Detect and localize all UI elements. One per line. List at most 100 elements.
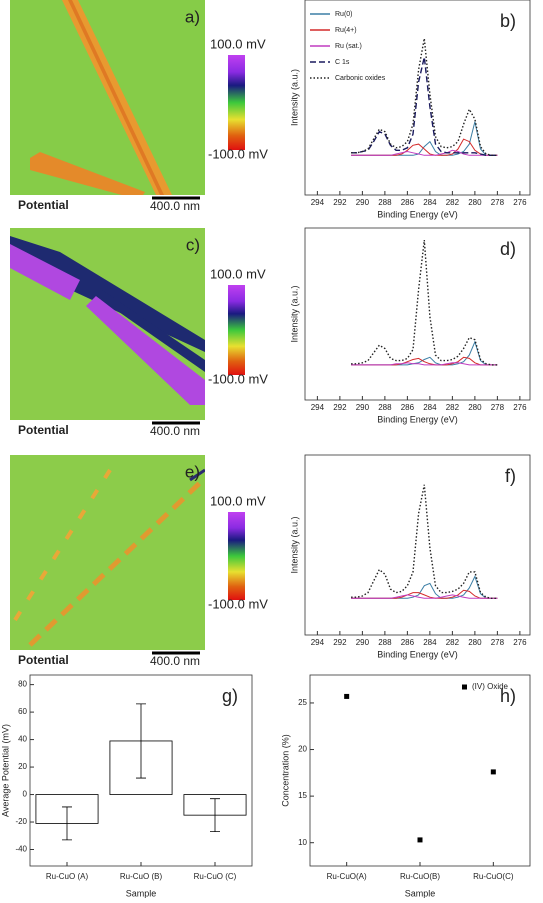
colorbar-min: -100.0 mV <box>208 371 268 386</box>
scale-bar-label: 400.0 nm <box>150 654 200 668</box>
plot-frame <box>304 0 531 196</box>
y-tick-label: 80 <box>18 680 27 689</box>
x-tick-label: 278 <box>491 403 505 412</box>
line-series <box>351 149 498 156</box>
plot-frame <box>309 674 531 867</box>
colorbar-max: 100.0 mV <box>210 493 266 508</box>
line-series <box>351 56 498 156</box>
x-tick-label: 292 <box>333 638 347 647</box>
x-tick-label: 276 <box>513 198 527 207</box>
y-axis-label: Intensity (a.u.) <box>289 285 299 342</box>
caption: Potential <box>18 423 69 437</box>
line-series <box>351 594 498 599</box>
x-tick-label: 288 <box>378 403 392 412</box>
x-tick-label: 290 <box>356 198 370 207</box>
line-series <box>351 362 498 366</box>
x-tick-label: 284 <box>423 638 437 647</box>
point <box>417 837 423 843</box>
colorbar <box>228 55 245 150</box>
line-series <box>351 484 498 599</box>
x-tick-label: 280 <box>468 403 482 412</box>
scale-bar-label: 400.0 nm <box>150 424 200 438</box>
error-bar <box>210 798 220 833</box>
legend-label: C 1s <box>335 59 350 66</box>
y-tick-label: -20 <box>15 817 27 826</box>
legend-label: Ru(0) <box>335 11 353 18</box>
x-tick-label: Ru-CuO (C) <box>194 872 237 881</box>
x-tick-label: 290 <box>356 403 370 412</box>
x-tick-label: Ru-CuO(B) <box>400 872 440 881</box>
x-tick-label: 282 <box>446 638 460 647</box>
panel-label: h) <box>500 686 516 706</box>
legend-label: (IV) Oxide <box>472 682 509 691</box>
x-tick-label: 278 <box>491 638 505 647</box>
x-tick-label: 282 <box>446 198 460 207</box>
x-tick-label: 286 <box>401 403 415 412</box>
scale-bar-label: 400.0 nm <box>150 199 200 213</box>
x-tick-label: Ru-CuO(A) <box>327 872 367 881</box>
x-tick-label: 284 <box>423 403 437 412</box>
colorbar-max: 100.0 mV <box>210 36 266 51</box>
panel-label: d) <box>500 239 516 259</box>
line-series <box>351 356 498 366</box>
x-tick-label: 294 <box>311 198 325 207</box>
panel-label: c) <box>186 235 200 254</box>
panel-label: e) <box>185 462 200 481</box>
panel-label: b) <box>500 11 516 31</box>
x-axis-label: Sample <box>126 888 157 898</box>
point <box>490 769 496 775</box>
x-tick-label: 288 <box>378 198 392 207</box>
plot-frame <box>304 454 531 636</box>
x-tick-label: 292 <box>333 198 347 207</box>
y-tick-label: 60 <box>18 707 27 716</box>
kpfm-image <box>10 0 205 195</box>
y-tick-label: -40 <box>15 845 27 854</box>
x-tick-label: 282 <box>446 403 460 412</box>
x-tick-label: 276 <box>513 638 527 647</box>
plot-frame <box>304 227 531 401</box>
legend-label: Ru(4+) <box>335 27 357 34</box>
x-tick-label: Ru-CuO (B) <box>120 872 163 881</box>
y-tick-label: 10 <box>298 838 307 847</box>
y-tick-label: 25 <box>298 698 307 707</box>
y-tick-label: 15 <box>298 791 307 800</box>
x-tick-label: 294 <box>311 638 325 647</box>
x-tick-label: 280 <box>468 638 482 647</box>
colorbar-min: -100.0 mV <box>208 596 268 611</box>
colorbar <box>228 512 245 600</box>
y-axis-label: Intensity (a.u.) <box>289 69 299 126</box>
x-tick-label: Ru-CuO (A) <box>46 872 89 881</box>
x-axis-label: Binding Energy (eV) <box>377 209 458 219</box>
caption: Potential <box>18 653 69 667</box>
error-bar <box>136 703 146 779</box>
y-tick-label: 20 <box>18 762 27 771</box>
y-tick-label: 0 <box>23 790 28 799</box>
y-axis-label: Average Potential (mV) <box>0 724 10 817</box>
kpfm-image <box>10 228 205 420</box>
y-tick-label: 40 <box>18 735 27 744</box>
panel-label: a) <box>185 7 200 26</box>
x-axis-label: Binding Energy (eV) <box>377 414 458 424</box>
legend-label: Ru (sat.) <box>335 43 362 50</box>
kpfm-image <box>10 455 205 650</box>
colorbar-min: -100.0 mV <box>208 146 268 161</box>
x-tick-label: Ru-CuO(C) <box>473 872 514 881</box>
line-series <box>351 38 498 156</box>
line-series <box>351 589 498 599</box>
caption: Potential <box>18 198 69 212</box>
x-tick-label: 288 <box>378 638 392 647</box>
x-axis-label: Sample <box>405 888 436 898</box>
legend-label: Carbonic oxides <box>335 75 386 82</box>
x-tick-label: 276 <box>513 403 527 412</box>
y-tick-label: 20 <box>298 745 307 754</box>
x-tick-label: 290 <box>356 638 370 647</box>
panel-label: f) <box>505 466 516 486</box>
y-axis-label: Intensity (a.u.) <box>289 516 299 573</box>
colorbar-max: 100.0 mV <box>210 266 266 281</box>
legend-swatch <box>462 684 467 690</box>
y-axis-label: Concentration (%) <box>280 734 290 807</box>
x-tick-label: 292 <box>333 403 347 412</box>
x-tick-label: 286 <box>401 198 415 207</box>
x-axis-label: Binding Energy (eV) <box>377 649 458 659</box>
x-tick-label: 280 <box>468 198 482 207</box>
